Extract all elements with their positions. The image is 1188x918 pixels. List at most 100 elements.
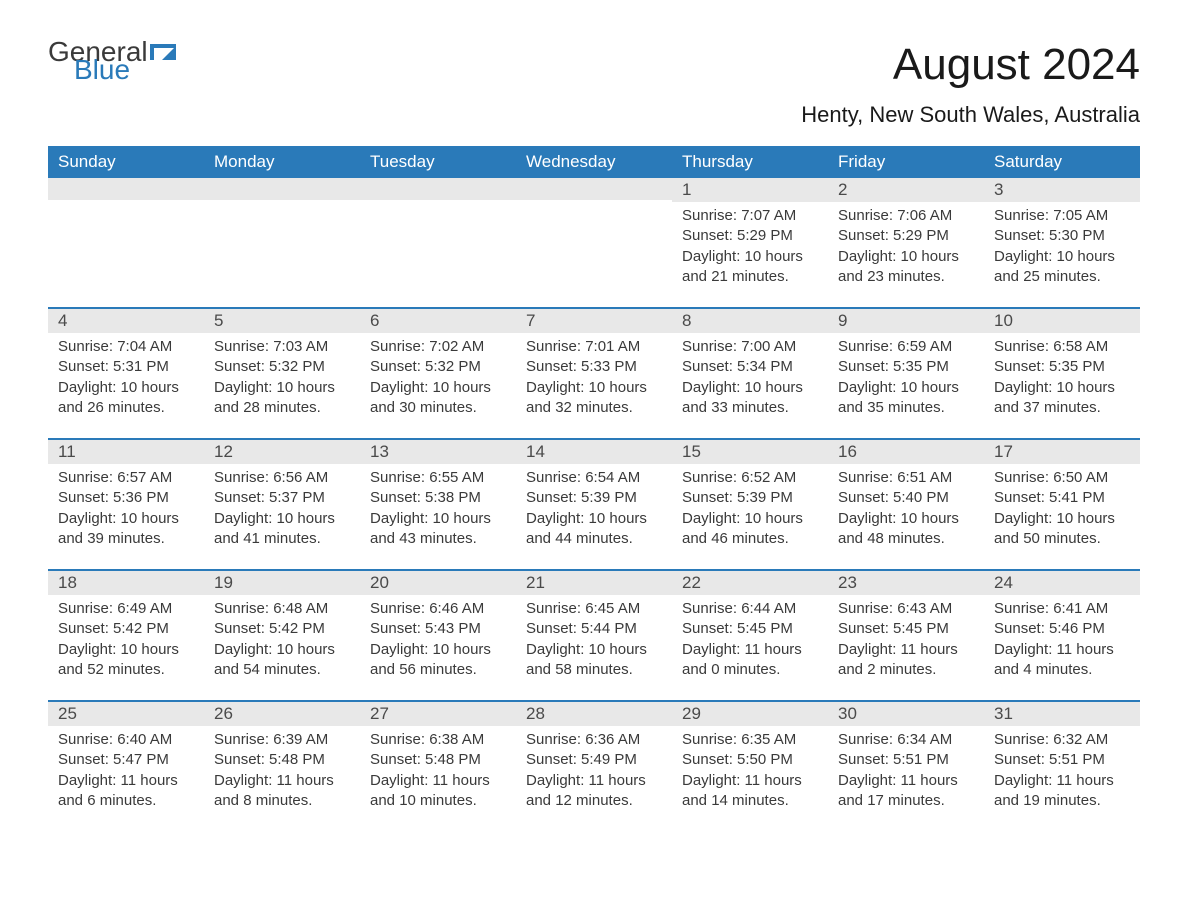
weekday-header: Monday — [204, 146, 360, 178]
calendar-day-cell: 10Sunrise: 6:58 AMSunset: 5:35 PMDayligh… — [984, 308, 1140, 439]
sunset-line: Sunset: 5:35 PM — [994, 357, 1130, 377]
day-data: Sunrise: 6:35 AMSunset: 5:50 PMDaylight:… — [672, 726, 828, 831]
sunset-line: Sunset: 5:29 PM — [838, 226, 974, 246]
day-data: Sunrise: 6:43 AMSunset: 5:45 PMDaylight:… — [828, 595, 984, 700]
logo-text-blue: Blue — [74, 58, 178, 82]
weekday-header: Thursday — [672, 146, 828, 178]
month-title: August 2024 — [801, 40, 1140, 90]
location-subtitle: Henty, New South Wales, Australia — [801, 102, 1140, 128]
day-number: 8 — [672, 309, 828, 333]
calendar-week-row: 25Sunrise: 6:40 AMSunset: 5:47 PMDayligh… — [48, 701, 1140, 831]
weekday-header: Sunday — [48, 146, 204, 178]
calendar-empty-cell — [516, 178, 672, 308]
sunset-line: Sunset: 5:42 PM — [214, 619, 350, 639]
calendar-day-cell: 5Sunrise: 7:03 AMSunset: 5:32 PMDaylight… — [204, 308, 360, 439]
sunset-line: Sunset: 5:45 PM — [682, 619, 818, 639]
sunrise-line: Sunrise: 6:58 AM — [994, 337, 1130, 357]
day-data: Sunrise: 7:00 AMSunset: 5:34 PMDaylight:… — [672, 333, 828, 438]
daylight-line: Daylight: 10 hours and 54 minutes. — [214, 640, 350, 681]
calendar-day-cell: 19 Sunrise: 6:48 AMSunset: 5:42 PMDayligh… — [204, 570, 360, 701]
daylight-line: Daylight: 11 hours and 10 minutes. — [370, 771, 506, 812]
calendar-day-cell: 11Sunrise: 6:57 AMSunset: 5:36 PMDayligh… — [48, 439, 204, 570]
calendar-day-cell: 21Sunrise: 6:45 AMSunset: 5:44 PMDayligh… — [516, 570, 672, 701]
day-data — [516, 200, 672, 296]
sunset-line: Sunset: 5:37 PM — [214, 488, 350, 508]
sunrise-line: Sunrise: 7:01 AM — [526, 337, 662, 357]
day-number: 19 — [204, 571, 360, 595]
sunrise-line: Sunrise: 6:59 AM — [838, 337, 974, 357]
day-data: Sunrise: 6:34 AMSunset: 5:51 PMDaylight:… — [828, 726, 984, 831]
sunrise-line: Sunrise: 6:39 AM — [214, 730, 350, 750]
daylight-line: Daylight: 10 hours and 48 minutes. — [838, 509, 974, 550]
sunrise-line: Sunrise: 6:49 AM — [58, 599, 194, 619]
daylight-line: Daylight: 10 hours and 58 minutes. — [526, 640, 662, 681]
day-data: Sunrise: 6:46 AMSunset: 5:43 PMDaylight:… — [360, 595, 516, 700]
day-number: 2 — [828, 178, 984, 202]
sunrise-line: Sunrise: 6:45 AM — [526, 599, 662, 619]
sunrise-line: Sunrise: 6:51 AM — [838, 468, 974, 488]
sunset-line: Sunset: 5:30 PM — [994, 226, 1130, 246]
sunrise-line: Sunrise: 6:46 AM — [370, 599, 506, 619]
day-data: Sunrise: 7:05 AMSunset: 5:30 PMDaylight:… — [984, 202, 1140, 307]
daylight-line: Daylight: 11 hours and 6 minutes. — [58, 771, 194, 812]
sunrise-line: Sunrise: 6:54 AM — [526, 468, 662, 488]
calendar-week-row: 11Sunrise: 6:57 AMSunset: 5:36 PMDayligh… — [48, 439, 1140, 570]
daylight-line: Daylight: 10 hours and 35 minutes. — [838, 378, 974, 419]
calendar-day-cell: 13Sunrise: 6:55 AMSunset: 5:38 PMDayligh… — [360, 439, 516, 570]
sunrise-line: Sunrise: 7:03 AM — [214, 337, 350, 357]
calendar-day-cell: 28Sunrise: 6:36 AMSunset: 5:49 PMDayligh… — [516, 701, 672, 831]
day-data — [204, 200, 360, 296]
daylight-line: Daylight: 10 hours and 46 minutes. — [682, 509, 818, 550]
day-number: 31 — [984, 702, 1140, 726]
sunrise-line: Sunrise: 6:32 AM — [994, 730, 1130, 750]
daylight-line: Daylight: 10 hours and 56 minutes. — [370, 640, 506, 681]
day-data: Sunrise: 6:36 AMSunset: 5:49 PMDaylight:… — [516, 726, 672, 831]
calendar-day-cell: 31Sunrise: 6:32 AMSunset: 5:51 PMDayligh… — [984, 701, 1140, 831]
sunset-line: Sunset: 5:42 PM — [58, 619, 194, 639]
sunset-line: Sunset: 5:48 PM — [214, 750, 350, 770]
daylight-line: Daylight: 10 hours and 23 minutes. — [838, 247, 974, 288]
sunset-line: Sunset: 5:44 PM — [526, 619, 662, 639]
sunset-line: Sunset: 5:46 PM — [994, 619, 1130, 639]
day-data: Sunrise: 6:51 AMSunset: 5:40 PMDaylight:… — [828, 464, 984, 569]
day-number: 28 — [516, 702, 672, 726]
day-data: Sunrise: 6:58 AMSunset: 5:35 PMDaylight:… — [984, 333, 1140, 438]
day-number: 3 — [984, 178, 1140, 202]
daylight-line: Daylight: 10 hours and 39 minutes. — [58, 509, 194, 550]
weekday-header: Friday — [828, 146, 984, 178]
sunrise-line: Sunrise: 6:55 AM — [370, 468, 506, 488]
daylight-line: Daylight: 11 hours and 12 minutes. — [526, 771, 662, 812]
day-data: Sunrise: 7:03 AMSunset: 5:32 PMDaylight:… — [204, 333, 360, 438]
sunrise-line: Sunrise: 6:40 AM — [58, 730, 194, 750]
daylight-line: Daylight: 10 hours and 41 minutes. — [214, 509, 350, 550]
calendar-day-cell: 8Sunrise: 7:00 AMSunset: 5:34 PMDaylight… — [672, 308, 828, 439]
daylight-line: Daylight: 10 hours and 21 minutes. — [682, 247, 818, 288]
calendar-day-cell: 22Sunrise: 6:44 AMSunset: 5:45 PMDayligh… — [672, 570, 828, 701]
day-number: 9 — [828, 309, 984, 333]
calendar-day-cell: 25Sunrise: 6:40 AMSunset: 5:47 PMDayligh… — [48, 701, 204, 831]
calendar-day-cell: 14Sunrise: 6:54 AMSunset: 5:39 PMDayligh… — [516, 439, 672, 570]
day-data: Sunrise: 7:04 AMSunset: 5:31 PMDaylight:… — [48, 333, 204, 438]
day-number: 22 — [672, 571, 828, 595]
day-data: Sunrise: 6:56 AMSunset: 5:37 PMDaylight:… — [204, 464, 360, 569]
day-number: 17 — [984, 440, 1140, 464]
day-number: 20 — [360, 571, 516, 595]
sunrise-line: Sunrise: 7:06 AM — [838, 206, 974, 226]
sunset-line: Sunset: 5:51 PM — [838, 750, 974, 770]
calendar-day-cell: 7Sunrise: 7:01 AMSunset: 5:33 PMDaylight… — [516, 308, 672, 439]
day-number: 25 — [48, 702, 204, 726]
sunset-line: Sunset: 5:31 PM — [58, 357, 194, 377]
calendar-day-cell: 6Sunrise: 7:02 AMSunset: 5:32 PMDaylight… — [360, 308, 516, 439]
day-number: 10 — [984, 309, 1140, 333]
day-data: Sunrise: 6:54 AMSunset: 5:39 PMDaylight:… — [516, 464, 672, 569]
day-number: 24 — [984, 571, 1140, 595]
weekday-header: Tuesday — [360, 146, 516, 178]
day-data: Sunrise: 7:01 AMSunset: 5:33 PMDaylight:… — [516, 333, 672, 438]
sunrise-line: Sunrise: 6:57 AM — [58, 468, 194, 488]
day-number: 5 — [204, 309, 360, 333]
sunrise-line: Sunrise: 6:48 AM — [214, 599, 350, 619]
day-data: Sunrise: 6:39 AMSunset: 5:48 PMDaylight:… — [204, 726, 360, 831]
sunset-line: Sunset: 5:50 PM — [682, 750, 818, 770]
sunset-line: Sunset: 5:39 PM — [682, 488, 818, 508]
sunset-line: Sunset: 5:40 PM — [838, 488, 974, 508]
